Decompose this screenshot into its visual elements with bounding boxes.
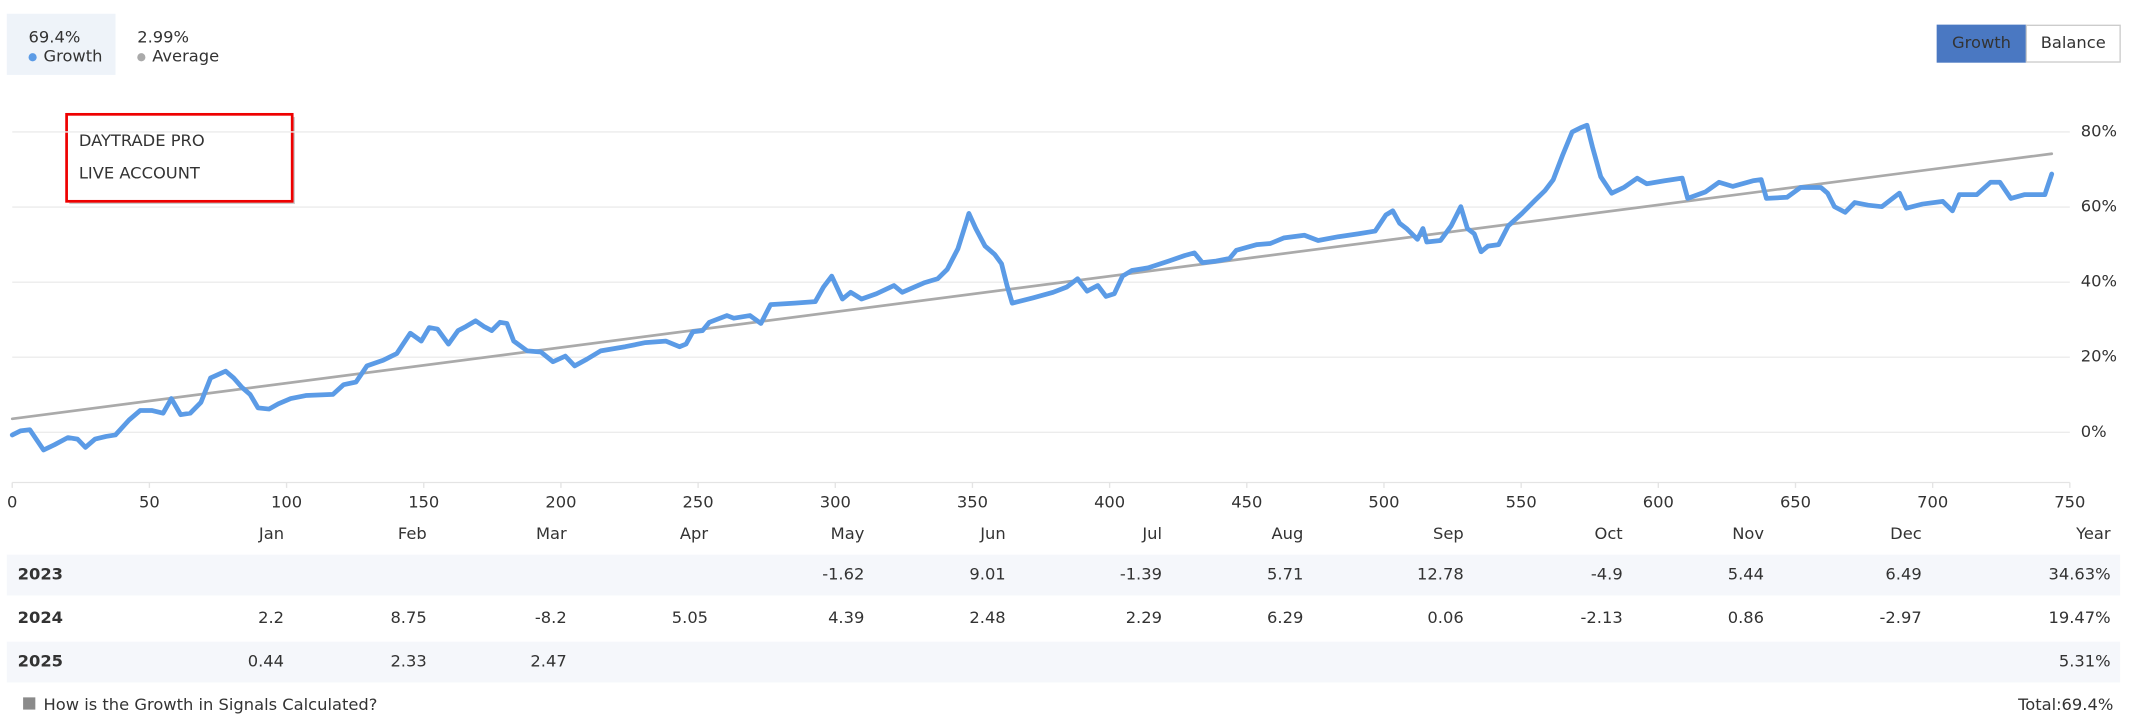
total-value: 69.4% <box>2062 695 2114 714</box>
x-tick-label: 500 <box>1368 493 1399 512</box>
annotation-box <box>65 112 294 203</box>
month-header: Apr <box>680 524 708 543</box>
month-header: Jul <box>1141 524 1162 543</box>
x-tick-label: 350 <box>957 493 988 512</box>
total-label: Total: <box>2017 695 2062 714</box>
month-header: Jun <box>979 524 1005 543</box>
series-line <box>10 152 2054 421</box>
table-cell: 2.47 <box>530 652 566 671</box>
y-tick-label: 80% <box>2081 121 2117 140</box>
table-cell: 4.39 <box>828 608 864 627</box>
table-cell: 6.49 <box>1885 565 1921 584</box>
table-cell: 5.71 <box>1267 565 1303 584</box>
table-cell: -2.97 <box>1880 608 1922 627</box>
table-cell: 5.05 <box>672 608 708 627</box>
legend-label: Average <box>152 47 219 66</box>
legend-dot <box>137 53 146 62</box>
x-tick-label: 700 <box>1917 493 1948 512</box>
annotation-text: DAYTRADE PRO <box>79 131 205 150</box>
table-cell: 12.78 <box>1417 565 1464 584</box>
x-tick-label: 650 <box>1780 493 1811 512</box>
x-tick-label: 200 <box>545 493 576 512</box>
balance-button-label: Balance <box>2041 33 2106 52</box>
table-row-bg <box>6 554 2121 596</box>
month-header: Oct <box>1595 524 1623 543</box>
table-cell: 2.2 <box>258 608 284 627</box>
row-total: 5.31% <box>2059 652 2111 671</box>
y-tick-label: 40% <box>2081 272 2117 291</box>
table-cell: 9.01 <box>969 565 1005 584</box>
month-header: Sep <box>1433 524 1464 543</box>
table-cell: -1.39 <box>1120 565 1162 584</box>
table-cell: 0.06 <box>1427 608 1463 627</box>
table-cell: 6.29 <box>1267 608 1303 627</box>
legend-active-bg <box>6 13 116 75</box>
month-header: May <box>831 524 865 543</box>
x-tick-label: 150 <box>408 493 439 512</box>
table-row-bg <box>6 641 2121 683</box>
y-tick-label: 0% <box>2081 422 2107 441</box>
table-cell: -8.2 <box>535 608 567 627</box>
legend-label: Growth <box>43 47 102 66</box>
x-tick-label: 0 <box>7 493 17 512</box>
table-cell: -4.9 <box>1591 565 1623 584</box>
table-cell: -1.62 <box>822 565 864 584</box>
table-cell: 0.86 <box>1728 608 1764 627</box>
balance-button[interactable] <box>2025 24 2121 63</box>
x-tick-label: 50 <box>139 493 160 512</box>
month-header: Mar <box>536 524 567 543</box>
table-cell: 2.29 <box>1126 608 1162 627</box>
x-tick-label: 400 <box>1094 493 1125 512</box>
x-tick-label: 250 <box>683 493 714 512</box>
row-total: 34.63% <box>2048 565 2110 584</box>
month-header: Feb <box>398 524 427 543</box>
year-header: Year <box>2075 524 2111 543</box>
x-tick-label: 750 <box>2054 493 2085 512</box>
growth-button[interactable] <box>1936 24 2027 63</box>
x-tick-label: 450 <box>1231 493 1262 512</box>
table-cell: -2.13 <box>1581 608 1623 627</box>
x-tick-label: 550 <box>1506 493 1537 512</box>
month-header: Dec <box>1890 524 1922 543</box>
month-header: Aug <box>1272 524 1304 543</box>
legend-value: 69.4% <box>29 28 81 47</box>
row-total: 19.47% <box>2048 608 2110 627</box>
x-tick-label: 300 <box>820 493 851 512</box>
y-tick-label: 20% <box>2081 347 2117 366</box>
month-header: Jan <box>258 524 284 543</box>
month-header: Nov <box>1732 524 1764 543</box>
annotation-text: LIVE ACCOUNT <box>79 164 200 183</box>
row-year: 2023 <box>18 565 63 584</box>
legend-dot <box>28 53 37 62</box>
help-link[interactable]: How is the Growth in Signals Calculated? <box>43 695 377 714</box>
row-year: 2024 <box>18 608 63 627</box>
table-cell: 0.44 <box>248 652 284 671</box>
table-cell: 2.33 <box>390 652 426 671</box>
x-tick-label: 600 <box>1643 493 1674 512</box>
help-icon <box>23 697 36 710</box>
y-tick-label: 60% <box>2081 197 2117 216</box>
series-line <box>9 122 2055 453</box>
table-cell: 5.44 <box>1728 565 1764 584</box>
growth-button-label: Growth <box>1952 33 2011 52</box>
row-year: 2025 <box>18 652 63 671</box>
x-tick-label: 100 <box>271 493 302 512</box>
table-cell: 2.48 <box>969 608 1005 627</box>
table-cell: 8.75 <box>390 608 426 627</box>
legend-value: 2.99% <box>137 28 189 47</box>
